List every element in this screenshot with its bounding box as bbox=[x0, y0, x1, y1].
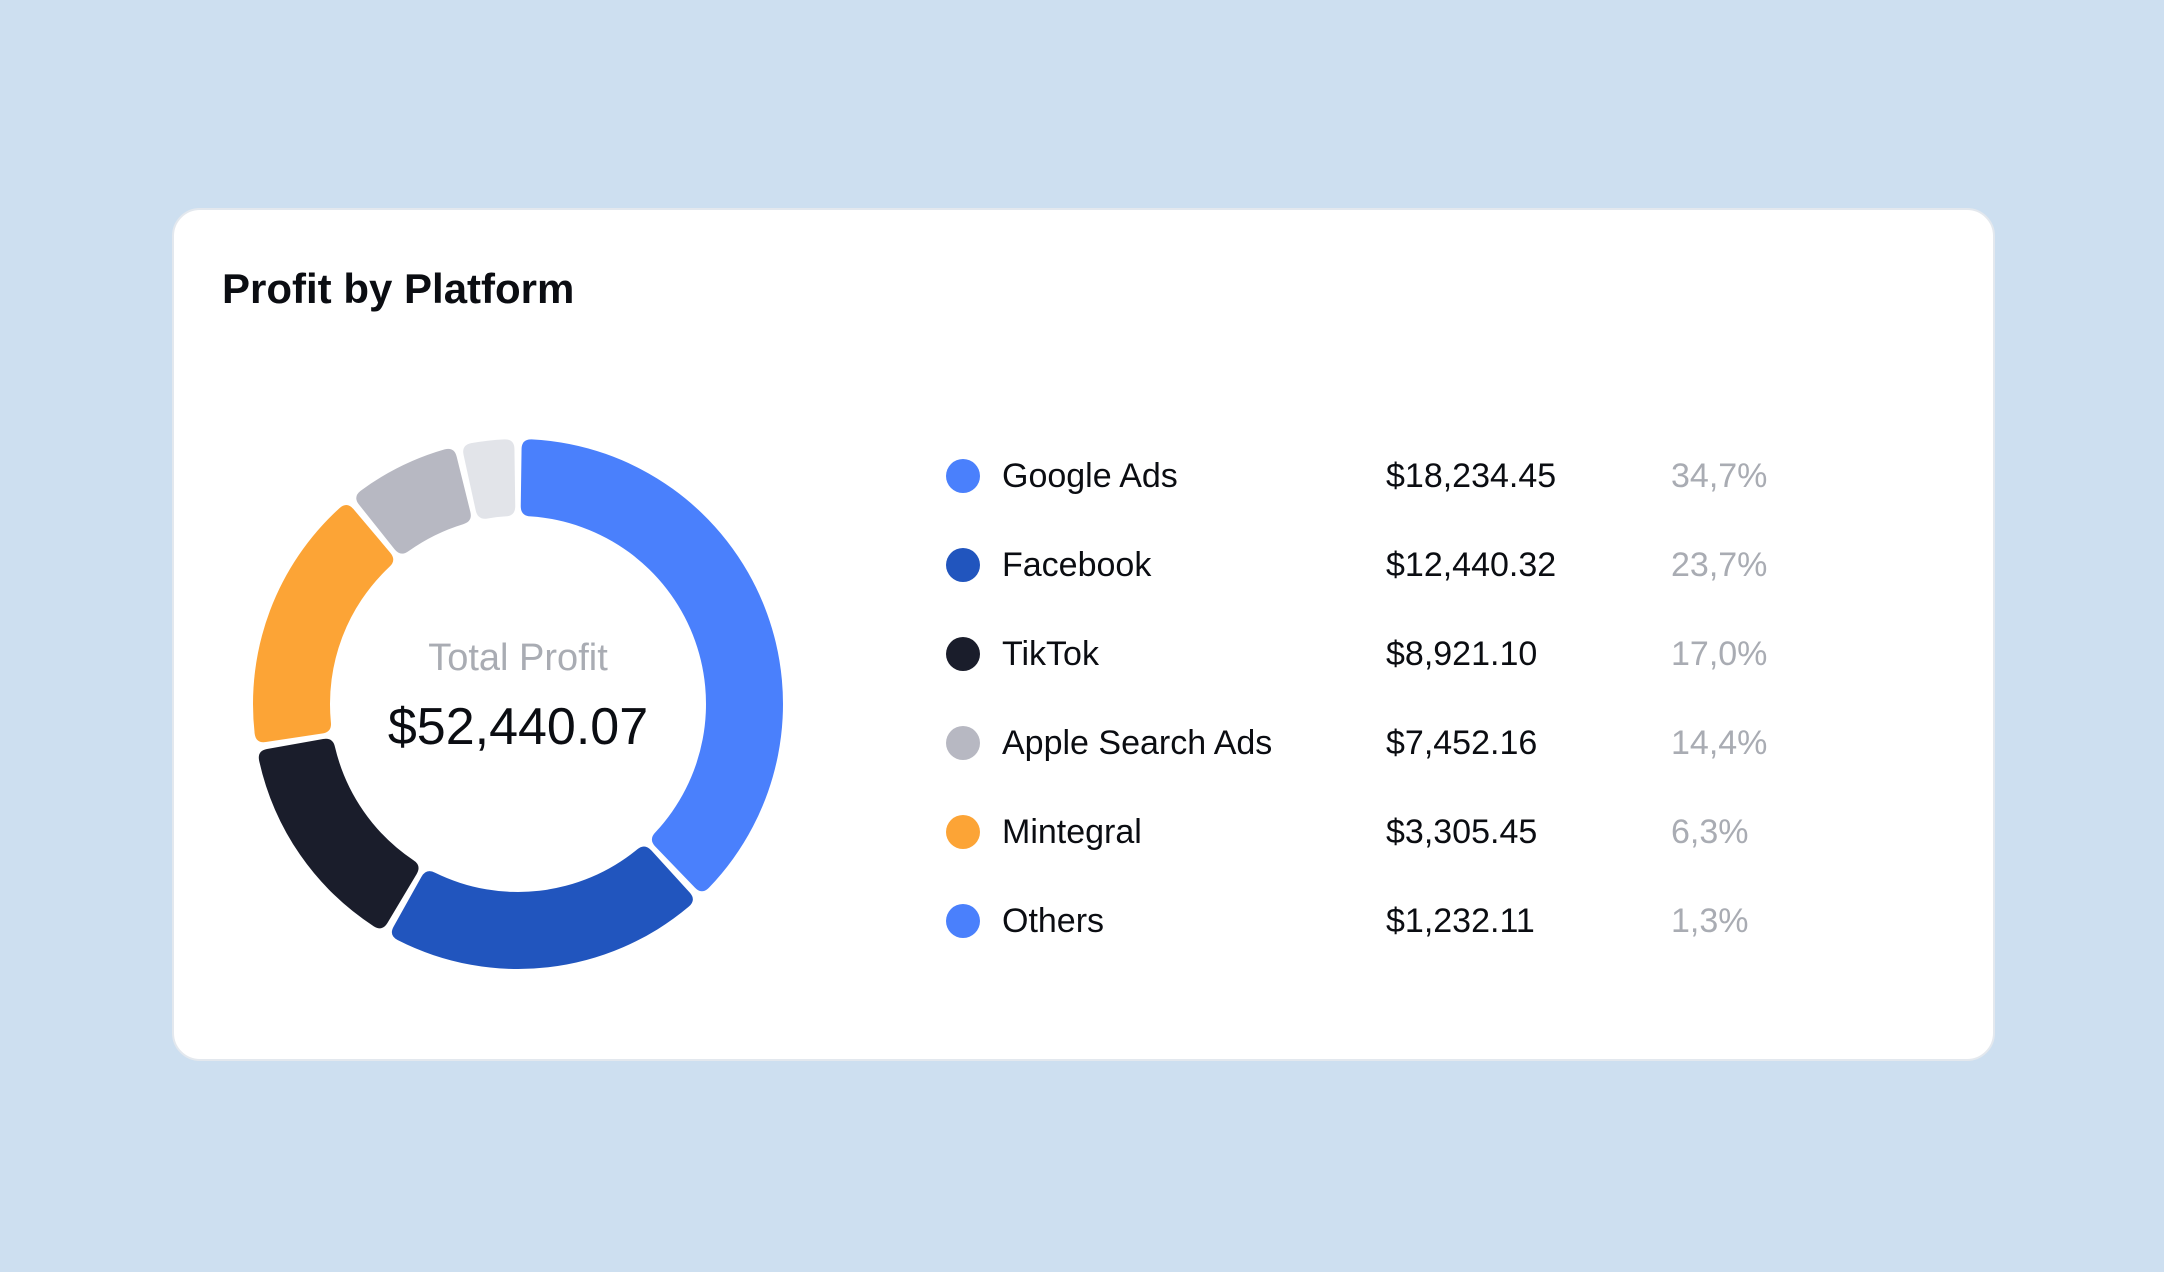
legend-name-apple-search-ads: Apple Search Ads bbox=[1002, 724, 1273, 762]
total-profit-value: $52,440.07 bbox=[387, 698, 649, 756]
legend-percent-others: 1,3% bbox=[1671, 902, 1749, 940]
donut-segment-tiktok[interactable] bbox=[258, 738, 419, 929]
legend-item-mintegral: Mintegral $3,305.45 6,3% bbox=[946, 797, 1846, 886]
legend-percent-facebook: 23,7% bbox=[1671, 546, 1768, 584]
chart-legend: Google Ads $18,234.45 34,7% Facebook $12,440… bbox=[946, 441, 1846, 975]
legend-percent-apple-search-ads: 14,4% bbox=[1671, 724, 1768, 762]
legend-item-google-ads: Google Ads $18,234.45 34,7% bbox=[946, 441, 1846, 530]
donut-segment-mintegral[interactable] bbox=[253, 505, 394, 743]
legend-percent-tiktok: 17,0% bbox=[1671, 635, 1768, 673]
legend-name-mintegral: Mintegral bbox=[1002, 813, 1142, 851]
legend-item-others: Others $1,232.11 1,3% bbox=[946, 886, 1846, 975]
legend-dot-others bbox=[946, 904, 980, 938]
legend-value-apple-search-ads: $7,452.16 bbox=[1386, 724, 1538, 762]
profit-by-platform-card: Profit by Platform Total Profit $52,440.… bbox=[172, 208, 1995, 1061]
donut-segment-google-ads[interactable] bbox=[520, 439, 783, 892]
donut-segment-others[interactable] bbox=[463, 439, 516, 519]
donut-chart: Total Profit $52,440.07 bbox=[250, 436, 786, 972]
legend-name-google-ads: Google Ads bbox=[1002, 457, 1178, 495]
legend-dot-apple-search-ads bbox=[946, 726, 980, 760]
donut-chart-svg bbox=[253, 439, 783, 970]
card-title: Profit by Platform bbox=[222, 265, 575, 312]
donut-segment-facebook[interactable] bbox=[391, 846, 693, 970]
legend-dot-mintegral bbox=[946, 815, 980, 849]
legend-name-others: Others bbox=[1002, 902, 1105, 940]
legend-dot-tiktok bbox=[946, 637, 980, 671]
legend-name-facebook: Facebook bbox=[1002, 546, 1152, 584]
legend-item-apple-search-ads: Apple Search Ads $7,452.16 14,4% bbox=[946, 708, 1846, 797]
legend-percent-mintegral: 6,3% bbox=[1671, 813, 1749, 851]
legend-value-google-ads: $18,234.45 bbox=[1386, 457, 1557, 495]
legend-value-facebook: $12,440.32 bbox=[1386, 546, 1557, 584]
donut-segment-apple-search-ads[interactable] bbox=[356, 448, 471, 554]
legend-item-facebook: Facebook $12,440.32 23,7% bbox=[946, 530, 1846, 619]
legend-item-tiktok: TikTok $8,921.10 17,0% bbox=[946, 619, 1846, 708]
legend-value-others: $1,232.11 bbox=[1386, 902, 1535, 940]
legend-value-tiktok: $8,921.10 bbox=[1386, 635, 1538, 673]
legend-dot-google-ads bbox=[946, 459, 980, 493]
legend-name-tiktok: TikTok bbox=[1002, 635, 1099, 673]
legend-dot-facebook bbox=[946, 548, 980, 582]
legend-percent-google-ads: 34,7% bbox=[1671, 457, 1768, 495]
legend-value-mintegral: $3,305.45 bbox=[1386, 813, 1538, 851]
total-profit-label: Total Profit bbox=[428, 637, 608, 679]
